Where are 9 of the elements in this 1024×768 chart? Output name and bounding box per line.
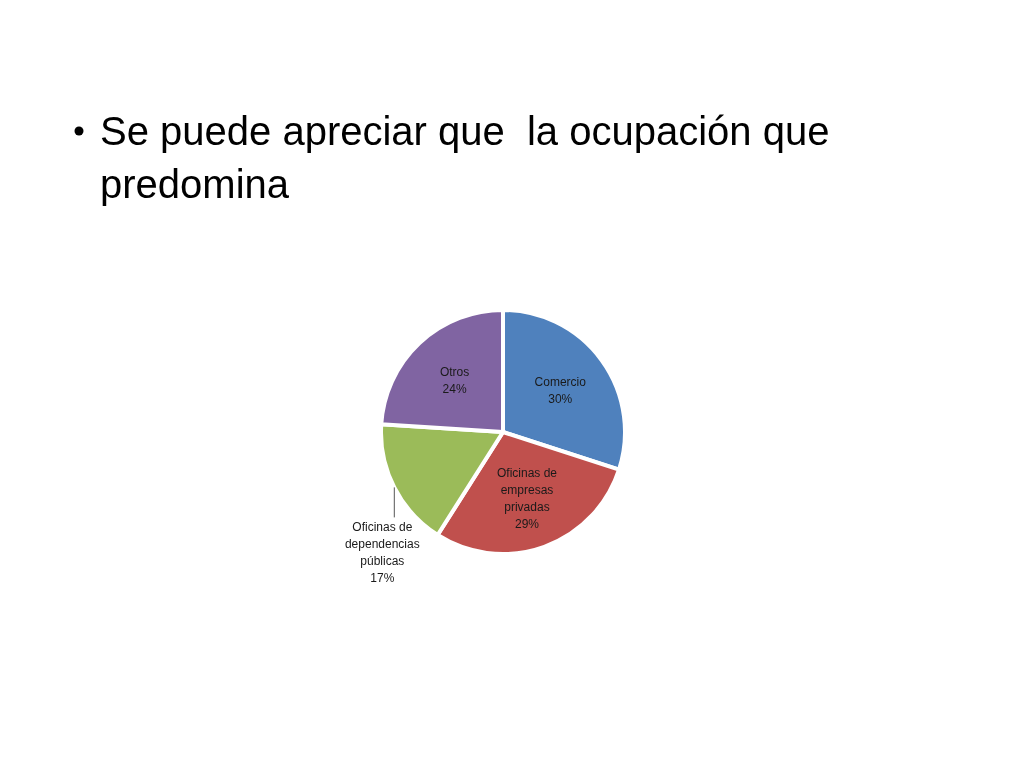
data-label: 30%	[548, 391, 573, 406]
slice-label: Oficinas de empresas privadas	[496, 466, 558, 515]
slice-label: Oficinas de dependencias públicas	[344, 520, 420, 569]
slice-label: Otros	[439, 364, 470, 379]
data-label: 29%	[514, 517, 540, 532]
data-label: 17%	[370, 571, 395, 586]
data-label: 24%	[442, 381, 467, 396]
slice-label: Comercio	[534, 374, 587, 389]
chart-title: Se puede apreciar que la ocupación que predomina	[100, 109, 830, 206]
